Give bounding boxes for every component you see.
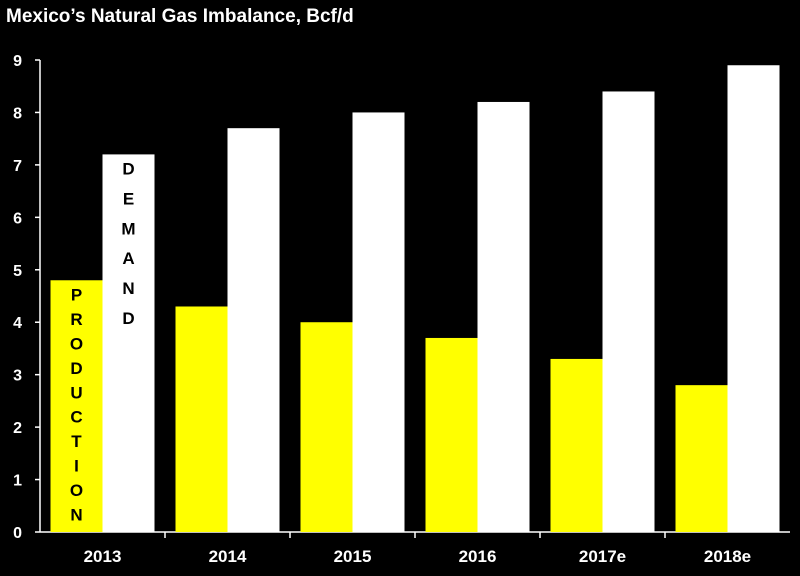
bar-demand-2015 — [352, 112, 405, 532]
series-label-letter: T — [71, 432, 82, 451]
bar-production-2018e — [675, 385, 728, 532]
bar-demand-2014 — [227, 128, 280, 532]
bar-demand-2013 — [102, 154, 155, 532]
bar-production-2016 — [425, 337, 478, 532]
y-tick-label: 7 — [13, 158, 22, 175]
axes: 0 1 2 3 4 5 6 7 8 9 2013 2014 2015 2016 2017e 2018e — [13, 53, 790, 566]
x-tick-label: 2016 — [459, 547, 497, 566]
x-tick-label: 2014 — [209, 547, 247, 566]
series-label-letter: N — [122, 279, 134, 298]
series-label-letter: D — [70, 359, 82, 378]
series-label-letter: R — [70, 310, 82, 329]
bar-demand-2016 — [477, 101, 530, 532]
bar-demand-2017e — [602, 91, 655, 532]
y-tick-label: 8 — [13, 105, 22, 122]
bar-production-2017e — [550, 358, 603, 532]
y-tick-label: 3 — [13, 368, 22, 385]
chart-title: Mexico’s Natural Gas Imbalance, Bcf/d — [6, 6, 354, 27]
series-label-letter: O — [70, 481, 83, 500]
y-tick-label: 1 — [13, 473, 22, 490]
x-tick-label: 2018e — [704, 547, 751, 566]
y-tick-label: 9 — [13, 53, 22, 70]
bars — [50, 65, 780, 532]
x-tick-label: 2013 — [84, 547, 122, 566]
bar-production-2015 — [300, 322, 353, 532]
x-tick-label: 2017e — [579, 547, 626, 566]
y-tick-label: 0 — [13, 525, 22, 542]
bar-demand-2018e — [727, 65, 780, 532]
series-label-letter: N — [70, 506, 82, 525]
series-label-letter: M — [121, 219, 135, 238]
y-tick-label: 6 — [13, 210, 22, 227]
series-label-letter: A — [122, 249, 134, 268]
x-tick-label: 2015 — [334, 547, 372, 566]
y-tick-label: 4 — [13, 315, 22, 332]
series-label-letter: I — [74, 457, 79, 476]
bar-production-2014 — [175, 306, 228, 532]
series-label-letter: P — [71, 285, 82, 304]
y-tick-label: 5 — [13, 263, 22, 280]
series-label-letter: E — [123, 189, 134, 208]
series-label-letter: U — [70, 383, 82, 402]
series-label-letter: C — [70, 408, 82, 427]
y-tick-label: 2 — [13, 420, 22, 437]
bar-production-2013 — [50, 280, 103, 532]
series-label-letter: D — [122, 309, 134, 328]
series-label-letter: O — [70, 334, 83, 353]
series-label-letter: D — [122, 160, 134, 179]
